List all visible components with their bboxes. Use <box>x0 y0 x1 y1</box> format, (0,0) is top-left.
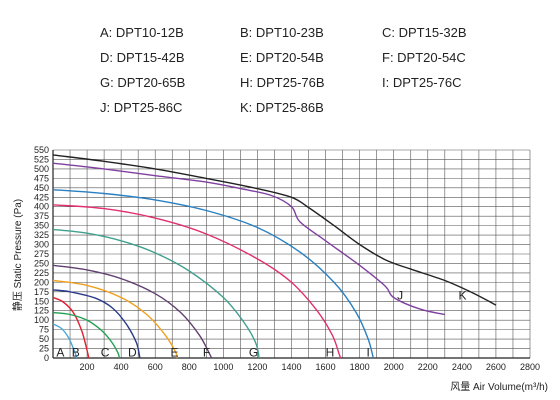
x-tick-label: 200 <box>80 362 95 372</box>
chart-grid <box>53 149 531 359</box>
chart-curves <box>52 154 497 359</box>
x-tick-label: 2000 <box>384 362 404 372</box>
y-axis-label: 静压 Static Pressure (Pa) <box>11 199 24 311</box>
x-tick-label: 1400 <box>281 362 301 372</box>
y-tick-label: 250 <box>34 258 49 268</box>
x-tick-label: 2200 <box>418 362 438 372</box>
curve-label-j: J <box>397 288 403 302</box>
y-tick-label: 475 <box>34 173 49 183</box>
curve-label-f: F <box>203 345 210 359</box>
curve-c <box>52 311 121 359</box>
y-tick-label: 550 <box>34 145 49 155</box>
legend-item-k: K: DPT25-86B <box>240 100 324 115</box>
x-tick-label: 1200 <box>247 362 267 372</box>
x-tick-label: 1800 <box>350 362 370 372</box>
curve-label-e: E <box>171 345 179 359</box>
legend-item-g: G: DPT20-65B <box>100 75 186 90</box>
curve-g <box>52 228 260 359</box>
y-tick-label: 225 <box>34 268 49 278</box>
curve-a <box>52 323 78 359</box>
legend-item-h: H: DPT25-76B <box>240 75 325 90</box>
x-axis-label: 风量 Air Volume(m³/h) <box>450 381 548 393</box>
x-tick-label: 800 <box>182 362 197 372</box>
curve-label-i: I <box>366 345 369 359</box>
y-tick-label: 275 <box>34 249 49 259</box>
y-tick-label: 200 <box>34 277 49 287</box>
curve-f <box>52 264 213 359</box>
y-tick-label: 0 <box>44 353 49 363</box>
curve-d <box>52 289 141 359</box>
x-tick-label: 2400 <box>452 362 472 372</box>
curve-e <box>52 279 179 359</box>
legend-item-i: I: DPT25-76C <box>382 75 462 90</box>
y-tick-label: 300 <box>34 240 49 250</box>
legend-item-j: J: DPT25-86C <box>100 100 183 115</box>
curve-h <box>52 204 342 359</box>
curve-i <box>52 189 374 359</box>
x-tick-label: 600 <box>148 362 163 372</box>
y-tick-label: 525 <box>34 154 49 164</box>
curve-label-h: H <box>326 345 335 359</box>
y-tick-label: 425 <box>34 192 49 202</box>
y-tick-label: 50 <box>39 334 49 344</box>
curve-label-c: C <box>101 345 110 359</box>
legend-item-a: A: DPT10-12B <box>100 25 184 40</box>
curve-label-a: A <box>56 345 64 359</box>
curve-j <box>52 162 445 316</box>
legend-item-f: F: DPT20-54C <box>382 50 466 65</box>
y-tick-label: 100 <box>34 315 49 325</box>
y-tick-label: 150 <box>34 296 49 306</box>
chart-axes: 0255075100125150175200225250275300325350… <box>34 145 540 372</box>
y-tick-label: 125 <box>34 306 49 316</box>
curve-b <box>52 296 90 359</box>
y-tick-label: 500 <box>34 164 49 174</box>
x-tick-label: 2600 <box>486 362 506 372</box>
y-tick-label: 450 <box>34 183 49 193</box>
legend-item-d: D: DPT15-42B <box>100 50 185 65</box>
y-tick-label: 75 <box>39 325 49 335</box>
legend: A: DPT10-12B B: DPT10-23B C: DPT15-32B D… <box>0 0 560 120</box>
curve-label-d: D <box>128 345 137 359</box>
curve-label-b: B <box>72 345 80 359</box>
x-tick-label: 1600 <box>316 362 336 372</box>
chart-curve-labels: A B C D E F G H I J K <box>56 288 466 359</box>
x-tick-label: 400 <box>114 362 129 372</box>
curve-k <box>52 154 497 306</box>
y-tick-label: 350 <box>34 221 49 231</box>
y-tick-label: 400 <box>34 202 49 212</box>
x-tick-label: 2800 <box>520 362 540 372</box>
legend-item-c: C: DPT15-32B <box>382 25 467 40</box>
y-tick-label: 375 <box>34 211 49 221</box>
curve-label-g: G <box>249 345 258 359</box>
y-tick-label: 175 <box>34 287 49 297</box>
legend-item-b: B: DPT10-23B <box>240 25 324 40</box>
x-tick-label: 1000 <box>213 362 233 372</box>
y-tick-label: 25 <box>39 344 49 354</box>
y-tick-label: 325 <box>34 230 49 240</box>
curve-label-k: K <box>458 288 466 302</box>
legend-item-e: E: DPT20-54B <box>240 50 324 65</box>
